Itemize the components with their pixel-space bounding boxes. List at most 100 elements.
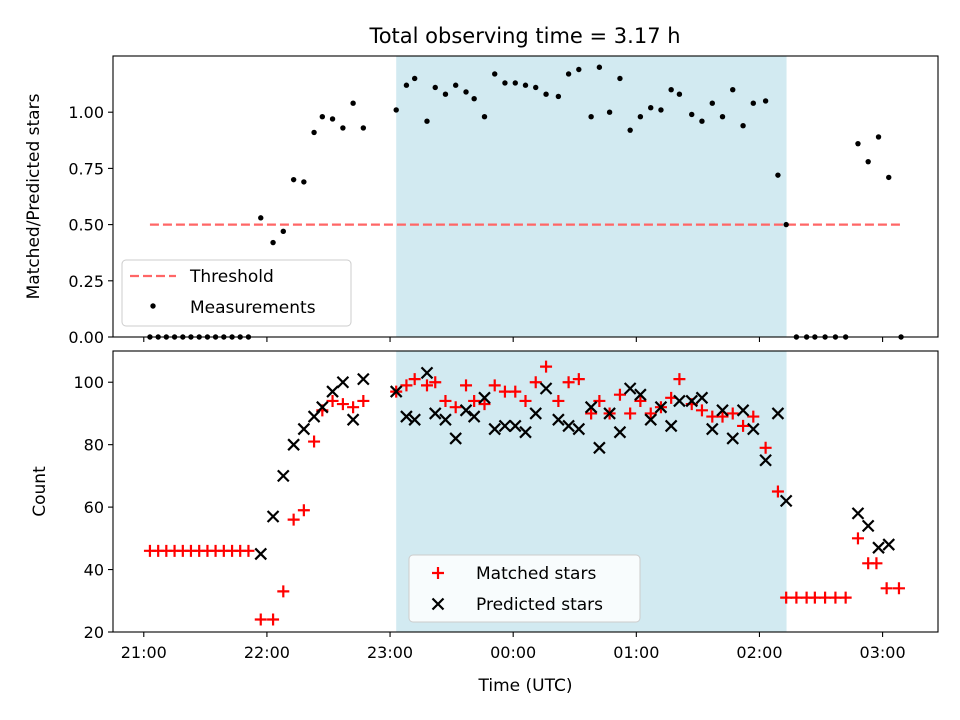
predicted-point <box>316 400 329 414</box>
matched-point <box>790 591 803 604</box>
measurement-point <box>350 100 356 106</box>
matched-point <box>552 394 565 407</box>
predicted-point <box>539 382 553 395</box>
predicted-point <box>326 385 339 398</box>
measurement-point <box>627 127 633 133</box>
predicted-point <box>572 422 586 436</box>
predicted-point <box>673 394 686 408</box>
predicted-point <box>562 419 575 433</box>
predicted-point <box>613 425 627 439</box>
predicted-point <box>654 400 668 414</box>
predicted-point <box>478 391 491 405</box>
measurement-point <box>719 113 726 120</box>
y-tick-label: 60 <box>84 498 104 517</box>
matched-point <box>478 398 491 411</box>
predicted-point <box>420 366 434 380</box>
matched-point <box>771 485 784 498</box>
axes-frame <box>112 350 939 633</box>
axes-frame <box>112 55 939 338</box>
predicted-point <box>254 547 268 561</box>
predicted-point <box>695 391 709 405</box>
predicted-point <box>736 404 750 417</box>
matched-point <box>277 585 290 598</box>
count-panel: 20 40 60 80 100 21:00 22:00 23:00 00:00 01:00 02:0… <box>30 350 939 696</box>
measurement-point <box>648 105 654 111</box>
matched-point <box>892 582 905 595</box>
measurement-point <box>329 116 336 122</box>
predicted-point <box>759 454 772 467</box>
measurement-point <box>290 176 297 183</box>
matched-point <box>585 407 598 420</box>
measurement-point <box>730 87 736 93</box>
matched-point <box>808 591 821 604</box>
y-tick-label: 40 <box>84 561 104 580</box>
measurement-point <box>637 113 644 120</box>
measurement-point <box>258 215 264 221</box>
matched-point <box>695 404 708 417</box>
y-tick-label: 20 <box>84 623 104 642</box>
matched-point <box>780 591 793 604</box>
predicted-point <box>459 404 473 417</box>
measurement-point <box>596 64 603 70</box>
legend-predicted-swatch <box>431 597 445 611</box>
matched-point <box>851 532 864 545</box>
legend-measurement-label: Measurements <box>190 298 316 318</box>
legend-box <box>121 259 352 327</box>
measurement-point <box>676 91 683 97</box>
matched-point <box>624 407 637 420</box>
measurement-point <box>522 82 529 88</box>
predicted-point <box>664 419 678 433</box>
predicted-point <box>861 519 875 533</box>
matched-point <box>460 379 473 392</box>
matched-point <box>540 360 553 373</box>
predicted-point <box>287 438 300 451</box>
predicted-point <box>584 400 598 414</box>
predicted-point <box>872 541 885 554</box>
measurement-point <box>481 113 488 120</box>
measurement-point <box>668 87 674 93</box>
predicted-point <box>634 388 647 401</box>
predicted-point <box>389 385 403 398</box>
measurement-point <box>492 71 498 77</box>
measurement-point <box>442 91 449 97</box>
matched-point <box>347 401 360 414</box>
predicted-point <box>266 510 280 523</box>
matched-point <box>613 388 626 401</box>
matched-point <box>308 435 321 448</box>
matched-point <box>634 394 647 407</box>
legend-matched-swatch <box>432 567 444 579</box>
matched-point <box>529 376 542 389</box>
x-tick-label: 22:00 <box>244 643 290 662</box>
y-axis-label: Count <box>30 466 50 517</box>
measurement-point <box>762 98 769 104</box>
series-matched-stars <box>143 360 905 626</box>
predicted-point <box>716 404 729 417</box>
predicted-point <box>623 382 637 395</box>
y-tick-label: 1.00 <box>68 103 104 122</box>
legend-measurement-swatch <box>150 303 156 309</box>
measurement-point <box>783 221 789 228</box>
predicted-point <box>449 432 462 445</box>
measurement-point <box>865 158 871 165</box>
predicted-point <box>851 507 865 520</box>
measurement-point <box>311 129 317 136</box>
measurement-point <box>301 179 307 185</box>
matched-point <box>468 394 481 407</box>
matched-point <box>870 557 883 570</box>
y-axis-label: Matched/Predicted stars <box>24 93 44 299</box>
measurement-point <box>886 174 892 181</box>
x-tick-label: 02:00 <box>736 643 782 662</box>
measurement-point <box>855 140 861 147</box>
measurement-point <box>471 96 477 102</box>
x-tick-label: 23:00 <box>367 643 413 662</box>
predicted-point <box>297 422 311 436</box>
predicted-point <box>552 413 565 426</box>
y-tick-label: 80 <box>84 436 104 455</box>
predicted-point <box>747 422 760 436</box>
predicted-point <box>882 538 896 551</box>
predicted-point <box>644 413 658 426</box>
matched-point <box>326 394 339 407</box>
predicted-point <box>277 469 290 483</box>
matched-point <box>593 394 606 407</box>
predicted-point <box>336 375 350 389</box>
